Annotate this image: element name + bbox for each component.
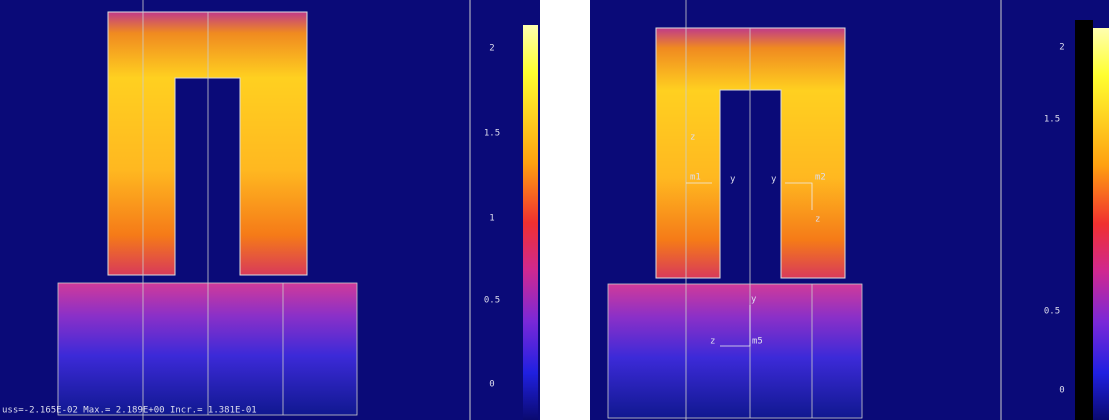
scale-label: 1.5 <box>1044 115 1060 125</box>
right-panel: z m1 y y m2 z y z m5 2 1.5 0.5 0 <box>590 0 1109 420</box>
color-scale <box>523 25 538 420</box>
scale-label: 0.5 <box>484 296 500 306</box>
annotation: z <box>710 337 715 347</box>
annotation: y <box>751 295 757 305</box>
scale-label: 1 <box>489 214 494 224</box>
screenshot: 2 1.5 1 0.5 0 uss=-2.165E-02 Max.= 2.189… <box>0 0 1109 420</box>
annotation: m2 <box>815 173 826 183</box>
base-part <box>608 284 862 418</box>
annotation: z <box>690 133 695 143</box>
scale-label: 2 <box>489 44 494 54</box>
base-part <box>58 283 357 415</box>
scale-label: 0 <box>489 380 494 390</box>
annotation: z <box>815 215 820 225</box>
scale-label: 2 <box>1059 43 1064 53</box>
scale-label: 0 <box>1059 386 1064 396</box>
annotation: m5 <box>752 337 763 347</box>
scale-label: 1.5 <box>484 129 500 139</box>
annotation: y <box>730 175 736 185</box>
page: 2 1.5 1 0.5 0 uss=-2.165E-02 Max.= 2.189… <box>0 0 1109 420</box>
status-line: uss=-2.165E-02 Max.= 2.189E+00 Incr.= 1.… <box>2 406 257 416</box>
annotation: m1 <box>690 173 701 183</box>
color-scale <box>1093 28 1109 420</box>
annotation: y <box>771 175 777 185</box>
scale-backdrop <box>1075 20 1093 420</box>
scale-label: 0.5 <box>1044 307 1060 317</box>
left-panel: 2 1.5 1 0.5 0 uss=-2.165E-02 Max.= 2.189… <box>0 0 540 420</box>
